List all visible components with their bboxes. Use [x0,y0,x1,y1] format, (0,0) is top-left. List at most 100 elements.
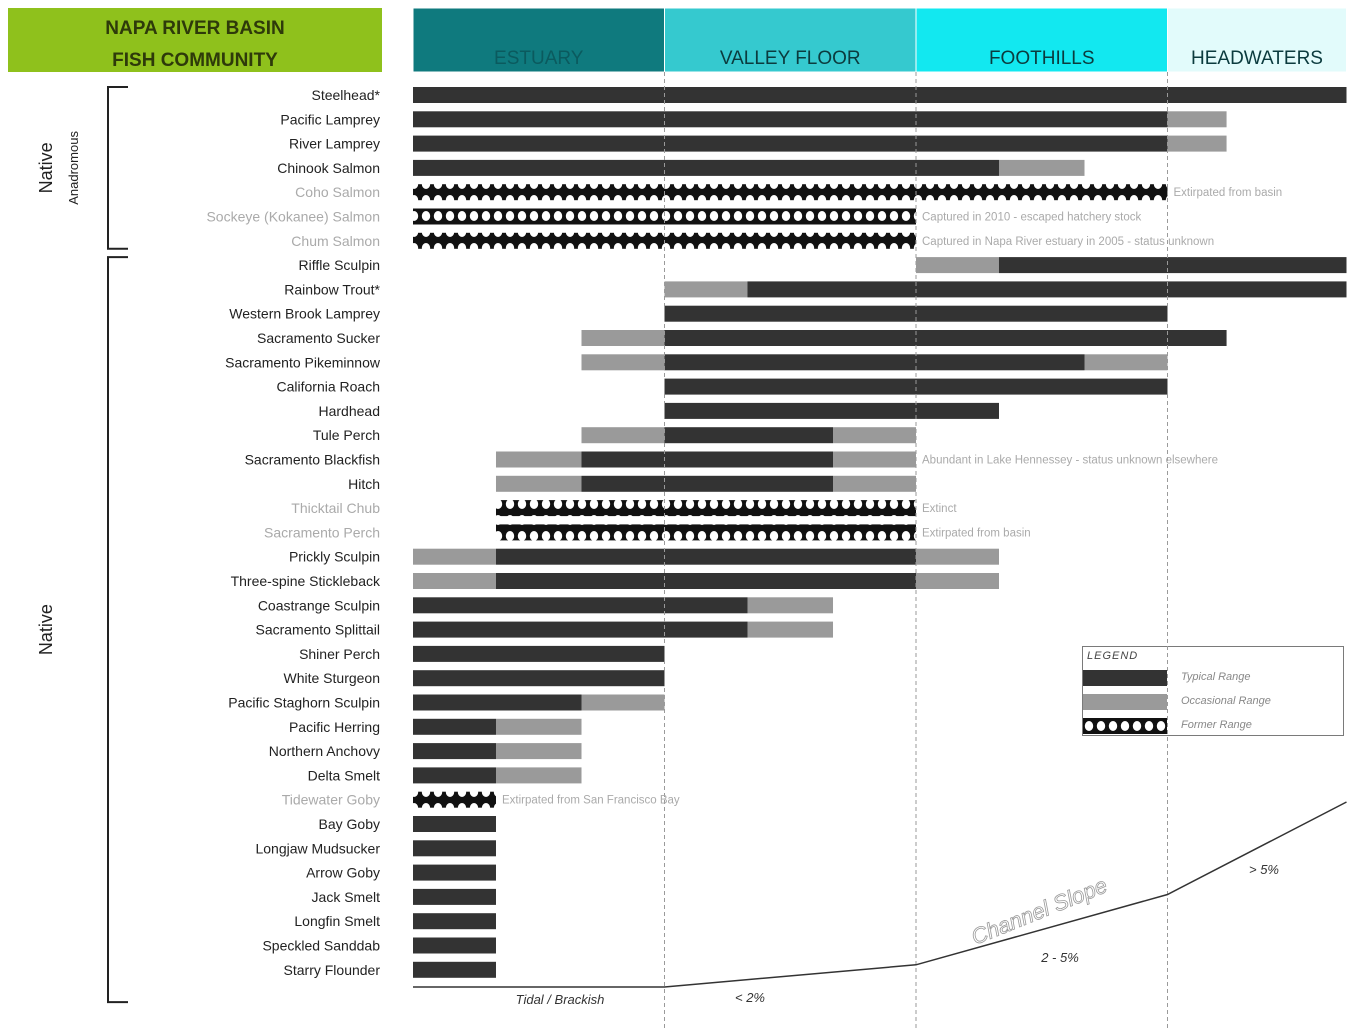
former-pattern-dot [1108,721,1118,731]
range-bar-occasional [998,159,1085,176]
species-label-western-brook-lamprey: Western Brook Lamprey [229,306,380,322]
range-bar-typical [413,621,748,638]
title-banner [8,8,382,72]
species-row-northern-anchovy [413,743,582,760]
range-bar-typical [413,718,496,735]
legend: LEGEND Typical Range Occasional Range Fo… [1082,646,1344,736]
species-row-three-spine-stickleback [413,573,999,589]
legend-swatch-typical [1083,670,1167,686]
channel-slope-line [413,801,1347,988]
species-row-sacramento-sucker [581,330,1227,346]
slope-annotation-0: Tidal / Brackish [516,992,605,1007]
range-bar-former [413,791,496,808]
species-label-river-lamprey: River Lamprey [289,136,380,152]
species-note-sacramento-blackfish: Abundant in Lake Hennessey - status unkn… [922,455,1218,467]
species-row-longfin-smelt [413,913,496,930]
range-bar-occasional [833,451,916,468]
channel-slope-label: Channel Slope [968,872,1111,949]
species-row-thicktail-chub [495,500,916,517]
species-label-sacramento-splittail: Sacramento Splittail [255,622,380,638]
species-row-pacific-staghorn-sculpin [413,694,665,711]
species-row-tidewater-goby [413,791,496,808]
range-bar-occasional [581,427,665,444]
species-row-chinook-salmon [413,159,1085,176]
species-label-tidewater-goby: Tidewater Goby [282,792,380,808]
species-label-speckled-sanddab: Speckled Sanddab [262,938,380,954]
range-bar-typical [495,573,916,589]
legend-item-former: Former Range [1083,718,1345,736]
range-bar-occasional [413,548,496,565]
species-label-longjaw-mudsucker: Longjaw Mudsucker [255,840,380,856]
species-label-rainbow-trout: Rainbow Trout* [284,281,380,297]
species-label-sockeye-kokanee-salmon: Sockeye (Kokanee) Salmon [206,209,380,225]
range-bar-occasional [581,354,665,371]
group-bracket-0 [107,86,128,250]
range-bar-typical [413,645,665,662]
title-line-1: NAPA RIVER BASIN [105,18,284,39]
species-row-coastrange-sculpin [413,597,834,614]
range-bar-former [495,524,916,541]
range-bar-occasional [1167,135,1227,152]
species-note-sacramento-perch: Extirpated from basin [922,527,1031,539]
former-pattern-dot [1084,721,1094,731]
species-row-speckled-sanddab [413,937,496,954]
species-label-hardhead: Hardhead [319,403,381,419]
range-bar-typical [413,670,665,687]
species-label-chum-salmon: Chum Salmon [291,233,380,249]
species-label-chinook-salmon: Chinook Salmon [277,160,380,176]
range-bar-occasional [833,427,916,444]
species-label-thicktail-chub: Thicktail Chub [291,500,380,516]
zone-header-valley-floor [664,7,917,73]
former-pattern-dot [1144,721,1154,731]
range-bar-occasional [495,743,582,760]
range-bar-occasional [833,475,916,492]
species-label-riffle-sculpin: Riffle Sculpin [299,257,380,273]
species-label-longfin-smelt: Longfin Smelt [294,913,380,929]
range-bar-occasional [495,451,582,468]
species-label-california-roach: California Roach [277,379,381,395]
range-bar-typical [664,354,1085,371]
species-row-tule-perch [581,427,916,444]
group-bracket-1 [107,256,128,1004]
species-row-steelhead [413,87,1347,103]
species-label-shiner-perch: Shiner Perch [299,646,380,662]
range-bar-former [413,184,1168,201]
species-note-coho-salmon: Extirpated from basin [1174,187,1283,199]
species-row-arrow-goby [413,864,496,881]
species-row-pacific-lamprey [413,111,1227,128]
species-label-hitch: Hitch [348,476,380,492]
species-row-california-roach [664,378,1168,395]
former-pattern-dot [1132,721,1142,731]
range-bar-occasional [747,621,834,638]
species-row-starry-flounder [413,961,496,978]
zone-label-foothills: FOOTHILLS [989,48,1095,69]
range-bar-typical [664,330,1227,346]
range-bar-typical [747,281,1347,298]
group-label-0: Native [36,142,56,193]
species-label-tule-perch: Tule Perch [313,427,380,443]
species-row-sacramento-blackfish [495,451,916,468]
species-row-hardhead [664,402,999,419]
species-label-pacific-staghorn-sculpin: Pacific Staghorn Sculpin [228,695,380,711]
species-label-delta-smelt: Delta Smelt [308,767,380,783]
range-bar-typical [664,402,999,419]
range-bar-occasional [581,330,665,346]
species-label-sacramento-blackfish: Sacramento Blackfish [245,452,380,468]
species-row-jack-smelt [413,888,496,905]
range-bar-occasional [664,281,748,298]
species-row-coho-salmon [413,184,1168,201]
species-label-sacramento-perch: Sacramento Perch [264,524,380,540]
former-pattern-dot [1096,721,1106,731]
range-bar-occasional [916,548,999,565]
species-label-three-spine-stickleback: Three-spine Stickleback [231,573,381,589]
species-label-pacific-herring: Pacific Herring [289,719,380,735]
legend-label-occasional: Occasional Range [1181,695,1271,707]
zone-label-valley-floor: VALLEY FLOOR [720,48,861,69]
species-row-sockeye-kokanee-salmon [413,208,916,225]
species-row-longjaw-mudsucker [413,840,496,857]
legend-item-typical: Typical Range [1083,670,1345,688]
species-row-sacramento-pikeminnow [581,354,1168,371]
species-label-sacramento-pikeminnow: Sacramento Pikeminnow [225,354,381,370]
range-bar-occasional [495,718,582,735]
species-row-delta-smelt [413,767,582,784]
